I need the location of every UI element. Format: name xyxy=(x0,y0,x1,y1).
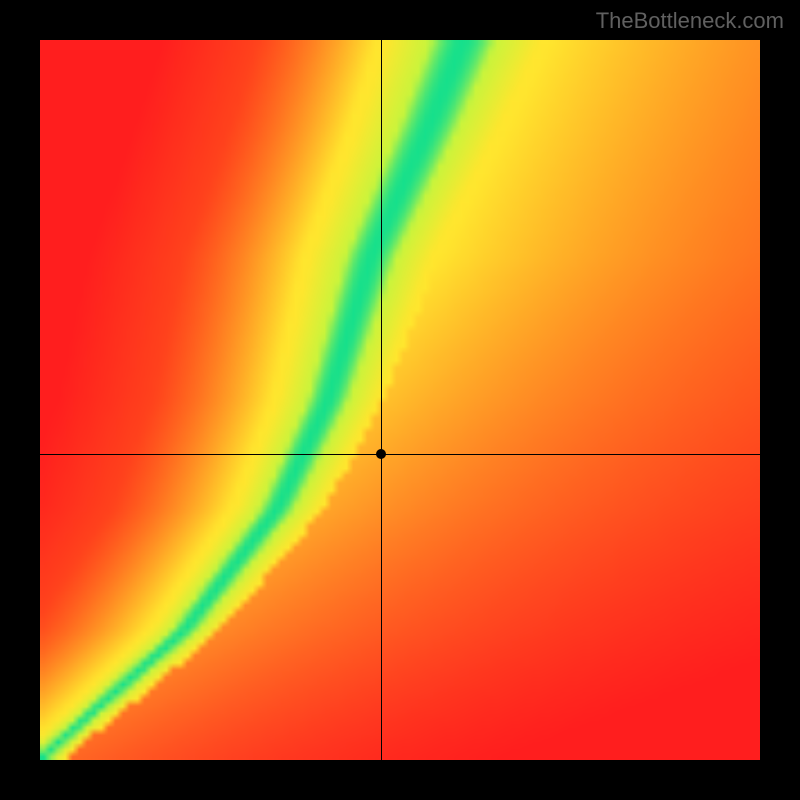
crosshair-vertical xyxy=(381,40,382,760)
watermark-text: TheBottleneck.com xyxy=(596,8,784,34)
crosshair-horizontal xyxy=(40,454,760,455)
marker-dot xyxy=(376,449,386,459)
heatmap-canvas xyxy=(40,40,760,760)
heatmap-plot-area xyxy=(40,40,760,760)
